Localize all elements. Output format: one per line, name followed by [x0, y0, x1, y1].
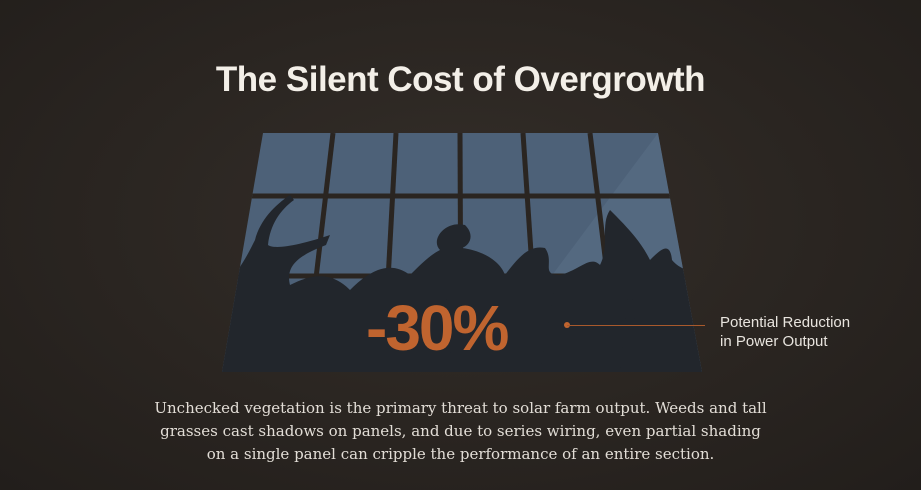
stat-label-line2: in Power Output	[720, 333, 828, 350]
stat-value: -30%	[366, 292, 509, 364]
leader-line	[567, 325, 705, 326]
description: Unchecked vegetation is the primary thre…	[154, 399, 767, 463]
vegetation-silhouette	[222, 195, 702, 372]
stat-label-line1: Potential Reduction	[720, 314, 851, 331]
stat-label: Potential Reduction in Power Output	[720, 313, 850, 351]
page-title: The Silent Cost of Overgrowth	[215, 60, 706, 99]
